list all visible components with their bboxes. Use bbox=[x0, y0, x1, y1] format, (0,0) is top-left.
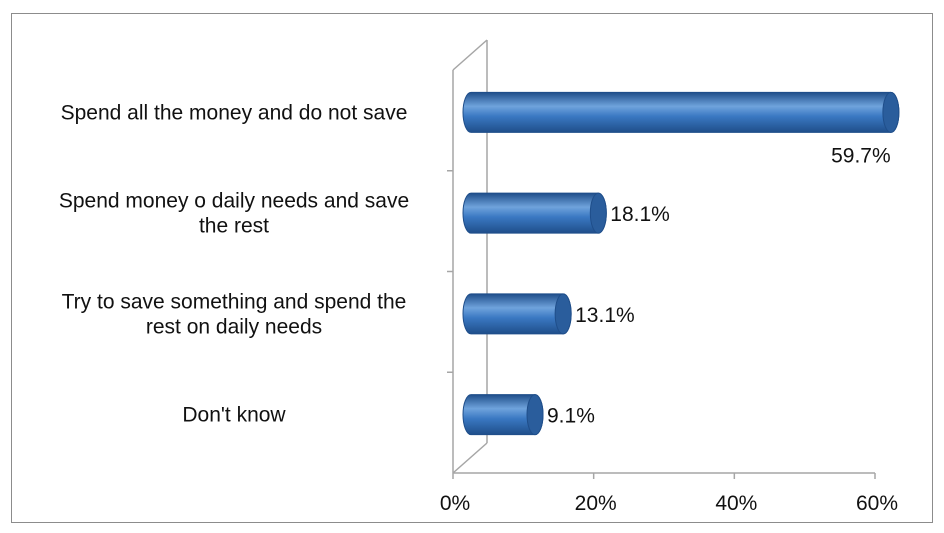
x-tick-label: 60% bbox=[856, 492, 898, 515]
bar-end-cap bbox=[526, 394, 544, 436]
bar-end-cap bbox=[589, 192, 607, 234]
bar-end-cap bbox=[554, 293, 572, 335]
bar bbox=[462, 91, 900, 133]
data-label: 9.1% bbox=[547, 405, 595, 428]
bar bbox=[462, 192, 607, 234]
data-label: 59.7% bbox=[831, 144, 891, 167]
data-label: 18.1% bbox=[610, 203, 670, 226]
floor-depth-edge bbox=[452, 442, 488, 474]
x-tick-label: 0% bbox=[440, 492, 470, 515]
category-label: rest on daily needs bbox=[146, 315, 322, 338]
wall-top-edge bbox=[452, 39, 488, 71]
category-label: Don't know bbox=[182, 404, 286, 427]
category-label: the rest bbox=[199, 215, 269, 238]
category-label: Spend all the money and do not save bbox=[61, 101, 408, 124]
x-tick-label: 20% bbox=[575, 492, 617, 515]
category-label: Spend money o daily needs and save bbox=[59, 190, 409, 213]
category-label: Try to save something and spend the bbox=[62, 290, 407, 313]
x-tick-label: 40% bbox=[715, 492, 757, 515]
data-label: 13.1% bbox=[575, 304, 635, 327]
bar-end-cap bbox=[882, 91, 900, 133]
